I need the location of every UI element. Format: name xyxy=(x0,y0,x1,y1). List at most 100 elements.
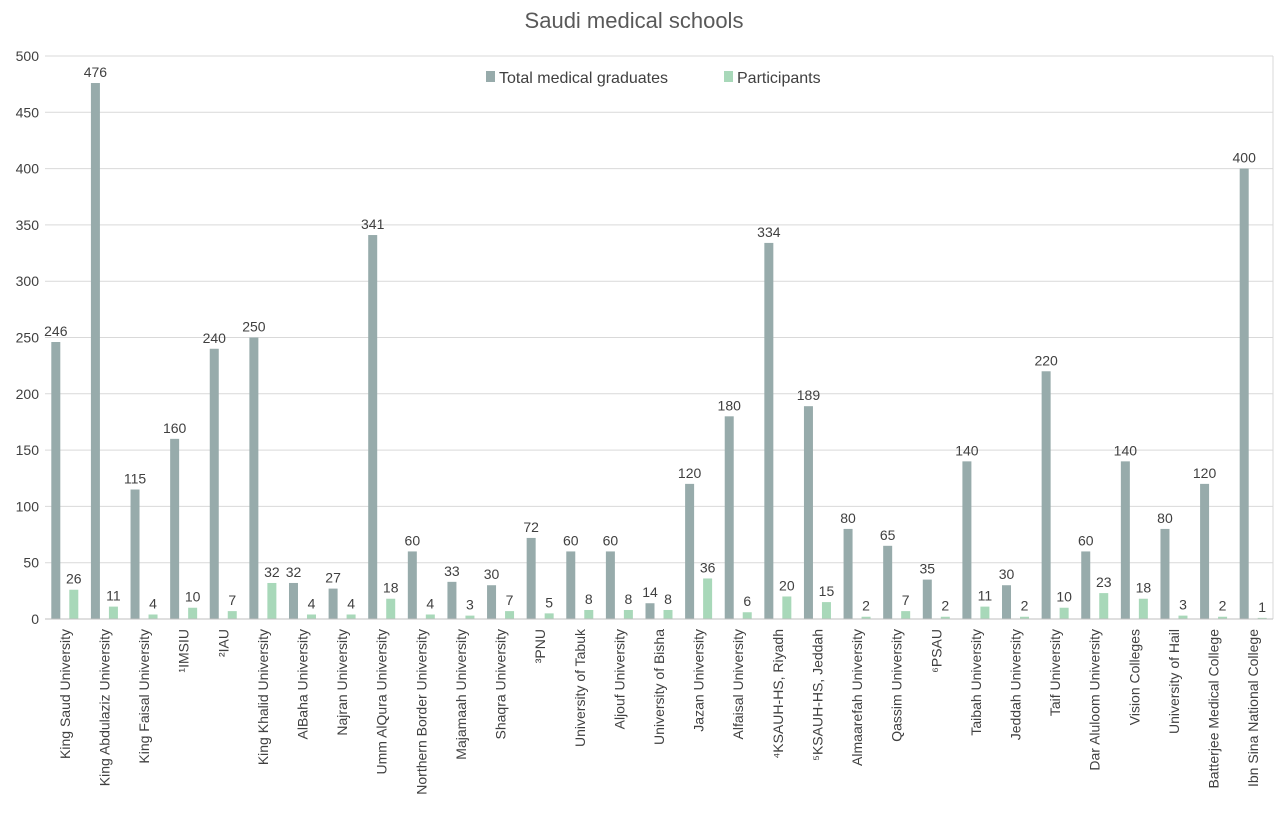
bar-participants xyxy=(69,589,79,619)
data-label-total-graduates: 60 xyxy=(603,532,619,548)
bar-total-graduates xyxy=(130,489,140,619)
bar-participants xyxy=(703,578,713,619)
bar-total-graduates xyxy=(447,581,457,619)
x-tick-label: ⁵KSAUH-HS, Jeddah xyxy=(809,629,825,761)
data-label-total-graduates: 240 xyxy=(203,330,227,346)
data-label-participants: 3 xyxy=(1179,597,1187,613)
bar-total-graduates xyxy=(1160,528,1170,619)
data-label-participants: 1 xyxy=(1258,599,1266,615)
data-label-total-graduates: 334 xyxy=(757,224,781,240)
data-label-participants: 10 xyxy=(185,589,201,605)
y-tick-label: 350 xyxy=(16,217,40,233)
bar-participants xyxy=(267,582,277,619)
data-label-participants: 5 xyxy=(545,594,553,610)
bar-total-graduates xyxy=(764,242,774,619)
x-axis: King Saud University King Abdulaziz Unive… xyxy=(57,628,1261,795)
bar-participants xyxy=(940,616,950,619)
bar-total-graduates xyxy=(962,461,972,619)
bar-participants xyxy=(425,614,435,619)
bar-participants xyxy=(782,596,792,619)
y-tick-label: 300 xyxy=(16,273,40,289)
bar-total-graduates xyxy=(645,603,655,619)
bar-total-graduates xyxy=(724,416,734,619)
x-tick-label: University of Bisha xyxy=(651,629,667,745)
x-tick-label: Aljouf University xyxy=(611,629,627,729)
bar-participants xyxy=(1099,593,1109,619)
bar-total-graduates xyxy=(605,551,615,619)
bar-participants xyxy=(1178,615,1188,619)
bar-total-graduates xyxy=(1120,461,1130,619)
data-label-total-graduates: 220 xyxy=(1034,352,1058,368)
data-label-total-graduates: 341 xyxy=(361,216,385,232)
data-label-participants: 4 xyxy=(308,595,316,611)
x-tick-label: Umm AlQura University xyxy=(374,629,390,774)
data-label-total-graduates: 30 xyxy=(484,566,500,582)
bar-total-graduates xyxy=(209,348,219,619)
data-label-total-graduates: 120 xyxy=(678,465,702,481)
bar-total-graduates xyxy=(1002,585,1012,619)
bar-total-graduates xyxy=(368,235,378,619)
data-label-participants: 4 xyxy=(347,595,355,611)
bar-total-graduates xyxy=(249,337,259,619)
y-tick-label: 150 xyxy=(16,442,40,458)
x-tick-label: King Saud University xyxy=(57,629,73,759)
data-label-total-graduates: 120 xyxy=(1193,465,1217,481)
bar-participants xyxy=(1138,598,1148,619)
data-label-participants: 8 xyxy=(624,591,632,607)
x-tick-label: King Khalid University xyxy=(255,629,271,765)
chart-title: Saudi medical schools xyxy=(525,8,744,33)
bar-total-graduates xyxy=(526,537,536,619)
x-tick-label: Northern Border University xyxy=(413,629,429,795)
data-label-participants: 11 xyxy=(978,588,993,604)
data-label-total-graduates: 60 xyxy=(405,532,421,548)
data-label-participants: 18 xyxy=(383,580,399,596)
data-label-total-graduates: 30 xyxy=(999,566,1015,582)
data-label-total-graduates: 27 xyxy=(325,570,341,586)
x-tick-label: Jeddah University xyxy=(1008,629,1024,740)
data-label-participants: 7 xyxy=(506,592,514,608)
bar-participants xyxy=(227,611,237,619)
bar-total-graduates xyxy=(1041,371,1051,619)
data-label-total-graduates: 160 xyxy=(163,420,187,436)
x-tick-label: University of Hail xyxy=(1166,629,1182,734)
x-tick-label: Vision Colleges xyxy=(1126,629,1142,725)
data-label-participants: 3 xyxy=(466,597,474,613)
x-tick-label: Batterjee Medical College xyxy=(1206,629,1222,789)
data-label-total-graduates: 80 xyxy=(840,510,856,526)
x-tick-label: ⁶PSAU xyxy=(928,629,944,673)
legend: Total medical graduates Participants xyxy=(486,70,821,87)
data-label-total-graduates: 72 xyxy=(523,519,539,535)
x-tick-label: ²IAU xyxy=(215,629,231,657)
data-label-total-graduates: 140 xyxy=(955,442,979,458)
data-label-participants: 18 xyxy=(1136,580,1152,596)
x-tick-label: Ibn Sina National College xyxy=(1245,629,1261,787)
data-label-participants: 26 xyxy=(66,571,82,587)
data-label-participants: 15 xyxy=(819,583,835,599)
data-label-total-graduates: 400 xyxy=(1233,150,1257,166)
x-tick-label: University of Tabuk xyxy=(572,628,588,747)
data-label-participants: 2 xyxy=(941,598,949,614)
data-label-participants: 23 xyxy=(1096,574,1112,590)
y-tick-label: 100 xyxy=(16,498,40,514)
data-label-participants: 7 xyxy=(228,592,236,608)
x-tick-label: Qassim University xyxy=(889,629,905,742)
data-label-participants: 8 xyxy=(664,591,672,607)
data-label-total-graduates: 33 xyxy=(444,563,460,579)
bars xyxy=(45,83,1273,620)
x-tick-label: AlBaha University xyxy=(294,629,310,740)
bar-participants xyxy=(1257,617,1267,619)
bar-total-graduates xyxy=(1200,483,1210,619)
bar-total-graduates xyxy=(1081,551,1091,619)
bar-participants xyxy=(108,606,118,619)
data-label-participants: 8 xyxy=(585,591,593,607)
data-label-total-graduates: 60 xyxy=(563,532,579,548)
bar-participants xyxy=(148,614,158,619)
data-label-participants: 4 xyxy=(149,595,157,611)
data-label-participants: 7 xyxy=(902,592,910,608)
bar-total-graduates xyxy=(170,438,180,619)
data-label-participants: 36 xyxy=(700,559,716,575)
data-label-participants: 6 xyxy=(743,593,751,609)
x-tick-label: Almaarefah University xyxy=(849,629,865,766)
bar-total-graduates xyxy=(328,588,338,619)
